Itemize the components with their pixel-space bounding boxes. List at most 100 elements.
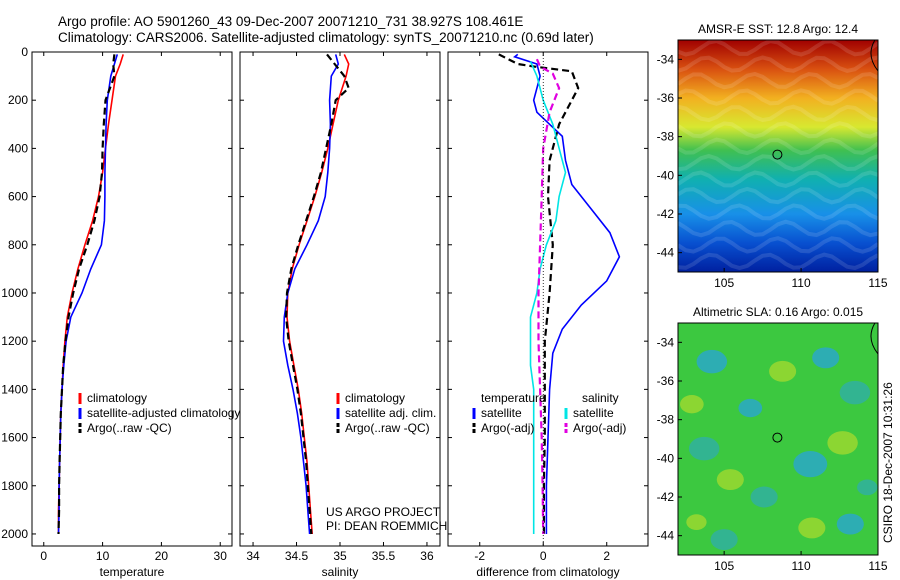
difference-xtick-label: -2: [474, 549, 485, 563]
temperature-series-line-argo-raw-qc-: [57, 54, 116, 535]
sst_map-ytick-label: -42: [657, 207, 675, 221]
temperature-ytick-label: 1600: [1, 431, 28, 445]
difference-xtick-label: 2: [603, 549, 610, 563]
sst-texture-band: [678, 40, 878, 57]
difference-xtick-label: 0: [540, 549, 547, 563]
sla-anomaly-patch: [716, 469, 744, 491]
sst-texture-band: [678, 104, 878, 123]
sst_map-title: AMSR-E SST: 12.8 Argo: 12.4: [698, 22, 858, 36]
difference-series-line-salinity-argo-adj-: [535, 58, 561, 535]
temperature-ytick-label: 600: [8, 190, 28, 204]
sst_map-xtick-label: 110: [792, 276, 811, 290]
temperature-xtick-label: 0: [40, 549, 47, 563]
difference-series-line-temperature-satellite: [513, 53, 621, 534]
temperature-panel: 0 10 20 30 0 200 400 600 800 1000 1200 1400 1600 1800…: [1, 45, 240, 579]
difference-legend-label: satellite: [573, 406, 614, 420]
salinity-xtick-label: 35: [333, 549, 347, 563]
difference-legend-label: satellite: [481, 406, 522, 420]
side-timestamp-label: CSIRO 18-Dec-2007 10:31:26: [881, 382, 895, 543]
sst_map-ytick-label: -44: [657, 246, 675, 260]
temperature-ytick-label: 1200: [1, 334, 28, 348]
sla_map-title: Altimetric SLA: 0.16 Argo: 0.015: [693, 305, 863, 319]
salinity-xtick-label: 34: [246, 549, 260, 563]
sla-anomaly-patch: [680, 395, 704, 414]
sst-texture-band: [678, 121, 878, 139]
sla_map-ytick-label: -38: [657, 413, 675, 427]
salinity-plot-frame: [239, 51, 441, 547]
temperature-legend-label: Argo(..raw -QC): [87, 421, 172, 435]
salinity-series-line-argo-raw-qc-: [284, 53, 350, 535]
temperature-xlabel: temperature: [100, 565, 165, 579]
sla-anomaly-patch: [798, 517, 826, 539]
temperature-ytick-label: 1800: [1, 479, 28, 493]
sla_map-ytick-label: -42: [657, 490, 675, 504]
sla-anomaly-patch: [710, 529, 738, 550]
sla_map-ytick-label: -40: [657, 451, 675, 465]
temperature-legend-label: climatology: [87, 391, 147, 405]
temperature-ytick-label: 400: [8, 141, 28, 155]
sla-anomaly-patch: [738, 398, 763, 418]
sla_map-ytick-label: -36: [657, 374, 675, 388]
sst_map-ytick-label: -36: [657, 91, 675, 105]
salinity-legend-label: satellite adj. clim.: [345, 406, 436, 420]
sla-anomaly-patch: [686, 514, 707, 530]
sst-texture-band: [678, 71, 878, 90]
temperature-xtick-label: 10: [96, 549, 110, 563]
salinity-legend-label: Argo(..raw -QC): [345, 421, 430, 435]
sst-texture-band: [678, 252, 878, 271]
sla-map-panel: Altimetric SLA: 0.16 Argo: 0.015 105 110 11…: [657, 305, 888, 573]
sst-texture-band: [678, 137, 878, 156]
salinity-xtick-label: 36: [420, 549, 434, 563]
sst-texture-band: [678, 153, 878, 172]
sst_map-ytick-label: -40: [657, 168, 675, 182]
difference-panel: -2 0 2 difference from climatology temperatu…: [447, 51, 649, 579]
salinity-legend-label: climatology: [345, 391, 405, 405]
sla-anomaly-patch: [839, 380, 871, 405]
header-line-2: Climatology: CARS2006. Satellite-adjuste…: [58, 30, 594, 45]
salinity-xtick-label: 35.5: [372, 549, 396, 563]
sla-anomaly-patch: [812, 347, 840, 369]
sst-texture-band: [678, 186, 878, 205]
sla_map-xtick-label: 110: [792, 559, 811, 573]
difference-legend-label: Argo(-adj): [573, 421, 626, 435]
sla-anomaly-patch: [827, 431, 858, 455]
sst-texture-band: [678, 203, 878, 221]
sst-field: [678, 40, 878, 272]
temperature-plot-frame: [31, 51, 233, 547]
salinity-xlabel: salinity: [322, 565, 359, 579]
sla_map-frame: [677, 322, 879, 556]
sla_map-xtick-label: 115: [868, 559, 887, 573]
difference-xlabel: difference from climatology: [476, 565, 619, 579]
difference-legend-title: salinity: [582, 391, 619, 405]
sst-texture-band: [678, 170, 878, 188]
temperature-ytick-label: 2000: [1, 527, 28, 541]
sla-anomaly-patch: [688, 436, 720, 461]
temperature-xtick-label: 20: [155, 549, 169, 563]
sst_map-ytick-label: -38: [657, 130, 675, 144]
sst-texture-band: [678, 219, 878, 238]
sst-coastline: [870, 40, 878, 72]
sst_map-xtick-label: 115: [868, 276, 887, 290]
temperature-ytick-label: 200: [8, 93, 28, 107]
sst-texture-band: [678, 55, 878, 73]
sst-map-panel: AMSR-E SST: 12.8 Argo: 12.4 105 110 115 -34 -…: [657, 22, 888, 290]
sst_map-xtick-label: 105: [714, 276, 734, 290]
difference-series-line-salinity-satellite: [529, 61, 567, 534]
sla-anomaly-patch: [769, 360, 797, 382]
temperature-ytick-label: 1400: [1, 382, 28, 396]
credit-pi: PI: DEAN ROEMMICH: [326, 519, 447, 533]
temperature-legend-label: satellite-adjusted climatology: [87, 406, 240, 420]
sst_map-frame: [677, 39, 879, 273]
credit-project: US ARGO PROJECT: [326, 505, 441, 519]
sst-texture-band: [678, 236, 878, 254]
sla-anomaly-patch: [836, 513, 864, 535]
sst-texture-band: [678, 88, 878, 106]
sst-color-field: [678, 40, 878, 272]
sla-anomaly-patch: [793, 451, 828, 478]
difference-legend-title: temperature: [481, 391, 546, 405]
sla-anomaly-patch: [696, 349, 728, 374]
sla_map-ytick-label: -34: [657, 335, 675, 349]
temperature-ytick-label: 0: [21, 45, 28, 59]
sla-argo-marker: [772, 432, 783, 443]
